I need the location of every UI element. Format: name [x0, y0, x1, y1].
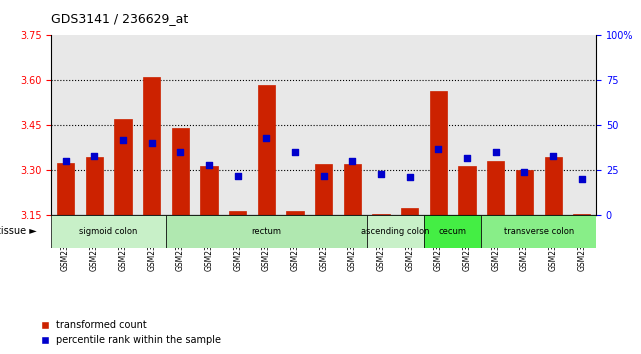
- Bar: [544, 157, 562, 215]
- Point: [290, 149, 300, 155]
- Bar: [344, 164, 361, 215]
- Bar: [166, 215, 367, 248]
- Bar: [114, 119, 131, 215]
- Bar: [458, 166, 476, 215]
- Point: [577, 176, 587, 182]
- Point: [404, 175, 415, 180]
- Point: [490, 149, 501, 155]
- Text: sigmoid colon: sigmoid colon: [79, 227, 138, 236]
- Text: GDS3141 / 236629_at: GDS3141 / 236629_at: [51, 12, 188, 25]
- Bar: [372, 213, 390, 215]
- Point: [175, 149, 185, 155]
- Text: tissue ►: tissue ►: [0, 227, 37, 236]
- Point: [60, 158, 71, 164]
- Bar: [367, 215, 424, 248]
- Text: ascending colon: ascending colon: [361, 227, 429, 236]
- Point: [319, 173, 329, 178]
- Point: [376, 171, 386, 177]
- Point: [347, 158, 358, 164]
- Text: cecum: cecum: [438, 227, 467, 236]
- Bar: [401, 208, 419, 215]
- Bar: [573, 213, 590, 215]
- Legend: transformed count, percentile rank within the sample: transformed count, percentile rank withi…: [37, 316, 225, 349]
- Bar: [430, 91, 447, 215]
- Bar: [51, 215, 166, 248]
- Bar: [229, 211, 246, 215]
- Point: [147, 141, 157, 146]
- Bar: [487, 161, 504, 215]
- Bar: [258, 85, 275, 215]
- Bar: [86, 157, 103, 215]
- Point: [462, 155, 472, 160]
- Bar: [287, 211, 304, 215]
- Point: [118, 137, 128, 142]
- Text: transverse colon: transverse colon: [504, 227, 574, 236]
- Bar: [57, 163, 74, 215]
- Bar: [315, 164, 332, 215]
- Point: [262, 135, 272, 141]
- Bar: [424, 215, 481, 248]
- Bar: [143, 77, 160, 215]
- Bar: [516, 170, 533, 215]
- Point: [548, 153, 558, 159]
- Bar: [481, 215, 596, 248]
- Point: [89, 153, 99, 159]
- Point: [204, 162, 214, 168]
- Bar: [172, 128, 189, 215]
- Bar: [201, 166, 217, 215]
- Point: [433, 146, 444, 152]
- Point: [519, 169, 529, 175]
- Point: [233, 173, 243, 178]
- Text: rectum: rectum: [251, 227, 281, 236]
